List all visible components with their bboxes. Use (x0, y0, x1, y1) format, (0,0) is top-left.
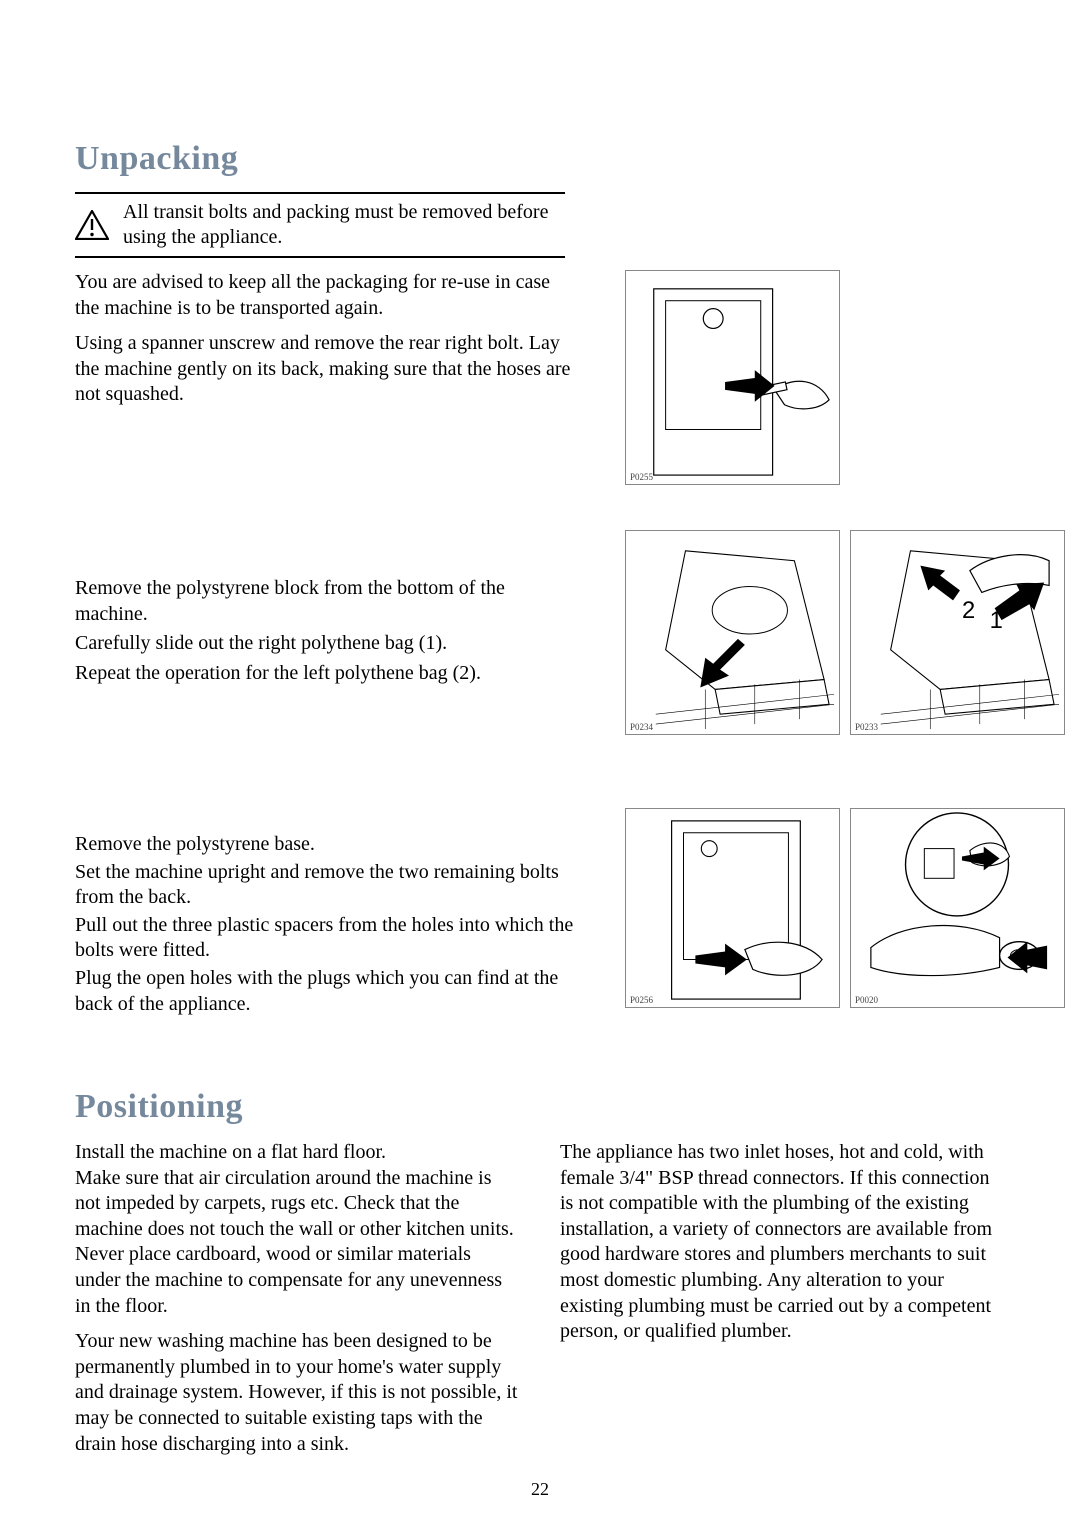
figure-plug-holes: P0020 (850, 808, 1065, 1008)
figure-caption: P0234 (630, 722, 653, 732)
body-text: You are advised to keep all the packagin… (75, 270, 575, 321)
body-text: Using a spanner unscrew and remove the r… (75, 331, 575, 408)
body-text: Pull out the three plastic spacers from … (75, 913, 575, 964)
figure-caption: P0256 (630, 995, 653, 1005)
figure-caption: P0020 (855, 995, 878, 1005)
figure-label-2: 2 (962, 597, 975, 624)
column-left: Install the machine on a flat hard floor… (75, 1140, 520, 1467)
body-text: Install the machine on a flat hard floor… (75, 1140, 520, 1319)
figure-unpacking-bolt: P0255 (625, 270, 840, 485)
figure-remove-bolts: P0256 (625, 808, 840, 1008)
heading-positioning: Positioning (75, 1088, 1005, 1126)
body-text: The appliance has two inlet hoses, hot a… (560, 1140, 1005, 1345)
body-text: Repeat the operation for the left polyth… (75, 661, 575, 687)
body-text: Carefully slide out the right polythene … (75, 631, 575, 657)
figure-polythene-bags: 1 2 P0233 (850, 530, 1065, 735)
body-text: Set the machine upright and remove the t… (75, 860, 575, 911)
figure-polystyrene: P0234 (625, 530, 840, 735)
warning-text: All transit bolts and packing must be re… (123, 200, 565, 250)
warning-row: All transit bolts and packing must be re… (75, 194, 565, 256)
body-text: Remove the polystyrene block from the bo… (75, 576, 575, 627)
heading-unpacking: Unpacking (75, 140, 1005, 178)
figure-label-1: 1 (990, 607, 1003, 634)
body-text: Plug the open holes with the plugs which… (75, 966, 575, 1017)
rule (75, 256, 565, 258)
column-right: The appliance has two inlet hoses, hot a… (560, 1140, 1005, 1467)
body-text: Your new washing machine has been design… (75, 1329, 520, 1457)
figure-caption: P0255 (630, 472, 653, 482)
figure-caption: P0233 (855, 722, 878, 732)
warning-icon (75, 210, 109, 240)
body-text: Remove the polystyrene base. (75, 832, 575, 858)
page-number: 22 (0, 1479, 1080, 1500)
